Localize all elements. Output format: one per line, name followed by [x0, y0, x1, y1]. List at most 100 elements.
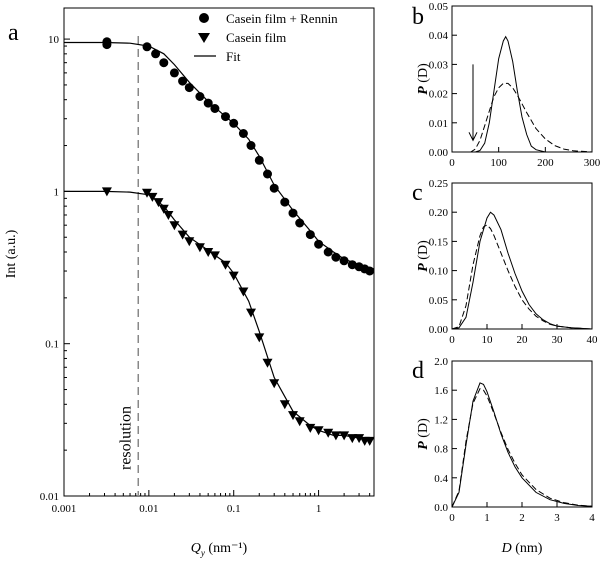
point-rennin [169, 68, 179, 78]
ytick-label: 0.05 [429, 1, 449, 13]
point-rennin [210, 104, 220, 113]
point-casein [313, 426, 324, 436]
curve-dashed [451, 224, 593, 330]
point-casein [177, 230, 188, 240]
curve-dashed [452, 82, 593, 153]
a-xtick-label: 0.1 [227, 503, 241, 515]
panel-c: 0 10 20 30 40 0.00 0.05 0.10 0.15 0.20 0.25 P (D) [416, 178, 598, 346]
point-rennin [159, 58, 169, 68]
panel-a-xlabel-unit: (nm⁻¹) [205, 541, 248, 556]
a-ytick-label: 1 [54, 186, 60, 198]
panel-c-ticks: 0 10 20 30 40 0.00 0.05 0.10 0.15 0.20 0.25 [429, 178, 598, 346]
point-casein [142, 188, 152, 198]
point-casein [163, 211, 174, 220]
panel-d-xlabel: D (nm) [501, 541, 543, 556]
xtick-label: 10 [482, 334, 494, 346]
panel-c-ylabel: P (D) [416, 240, 431, 272]
legend-marker-triangle [198, 33, 210, 43]
point-casein [184, 237, 195, 247]
point-casein [347, 434, 358, 444]
panel-a-xlabel-q: Q [191, 541, 201, 556]
xtick-label: 30 [552, 334, 564, 346]
point-casein [254, 333, 265, 343]
point-casein [262, 358, 273, 368]
point-rennin [314, 239, 324, 249]
legend-label-rennin: Casein film + Rennin [226, 11, 338, 26]
panel-label-d: d [412, 358, 424, 384]
point-casein [220, 260, 231, 270]
panel-d-ticks: 0 1 2 3 4 0.0 0.4 0.8 1.2 1.6 2.0 [434, 356, 595, 524]
point-rennin [203, 98, 213, 108]
legend-label-casein: Casein film [226, 30, 286, 45]
point-rennin [365, 266, 375, 276]
ytick-label: 0.15 [429, 236, 449, 248]
ytick-label: 0.02 [429, 89, 448, 101]
panel-a-xlabel-sub: y [200, 548, 205, 558]
panel-d-xlabel-d: D [501, 541, 512, 556]
xtick-label: 40 [587, 334, 599, 346]
point-rennin [178, 76, 188, 86]
panel-d-xlabel-unit: (nm) [512, 541, 543, 556]
a-ytick-label: 0.1 [45, 339, 59, 351]
point-rennin [229, 118, 239, 128]
point-rennin [339, 256, 349, 266]
point-rennin [151, 49, 161, 59]
point-rennin [305, 230, 315, 240]
point-rennin [295, 218, 305, 228]
xtick-label: 0 [449, 334, 455, 346]
point-casein [158, 204, 169, 214]
panel-d: 0 1 2 3 4 0.0 0.4 0.8 1.2 1.6 2.0 P (D) D (nm) [416, 356, 595, 556]
point-casein [364, 436, 375, 446]
point-casein [169, 221, 180, 231]
point-casein [228, 271, 239, 281]
point-casein [330, 431, 341, 441]
point-rennin [184, 83, 194, 93]
ytick-label: 0.8 [434, 444, 448, 456]
point-rennin [142, 42, 152, 52]
xtick-label: 3 [554, 512, 560, 524]
point-casein [246, 308, 256, 318]
ytick-label: 0.04 [429, 30, 449, 42]
ytick-label: 1.6 [434, 385, 448, 397]
ytick-label: 2.0 [434, 356, 448, 368]
point-rennin [221, 112, 230, 122]
a-ytick-label: 10 [48, 34, 60, 46]
point-rennin [347, 260, 357, 270]
point-casein [203, 248, 214, 257]
point-rennin [269, 183, 279, 193]
panel-a-xlabel: Qy (nm⁻¹) [191, 541, 248, 558]
ytick-label: 0.01 [429, 118, 448, 130]
curve-solid [452, 35, 592, 153]
xtick-label: 1 [484, 512, 490, 524]
panel-b-frame [451, 5, 593, 153]
panel-label-a: a [8, 20, 19, 46]
panel-b-ticks: 0 100 200 300 0.00 0.01 0.02 0.03 0.04 0.05 [429, 1, 600, 169]
ytick-label: 0.00 [429, 324, 449, 336]
panel-b-marks [452, 35, 593, 153]
xtick-label: 0 [449, 512, 455, 524]
legend-marker-circle [199, 13, 209, 23]
a-xtick-label: 1 [316, 503, 322, 515]
point-casein [238, 287, 249, 297]
point-casein [354, 434, 365, 444]
panel-c-marks [451, 211, 593, 330]
legend-label-fit: Fit [226, 49, 241, 64]
point-rennin [331, 252, 341, 262]
xtick-label: 2 [519, 512, 525, 524]
a-xtick-label: 0.001 [52, 503, 77, 515]
arrow-head [468, 132, 478, 142]
point-rennin [238, 129, 248, 138]
panel-b: 0 100 200 300 0.00 0.01 0.02 0.03 0.04 0.05 P (D) [416, 1, 600, 169]
point-casein [209, 251, 220, 261]
point-rennin [288, 208, 298, 218]
ytick-label: 1.2 [434, 414, 448, 426]
ytick-label: 0.0 [434, 502, 448, 514]
point-casein [153, 198, 164, 208]
point-rennin [254, 155, 264, 165]
ytick-label: 0.20 [429, 207, 449, 219]
point-rennin [246, 141, 256, 150]
point-casein [147, 192, 158, 202]
